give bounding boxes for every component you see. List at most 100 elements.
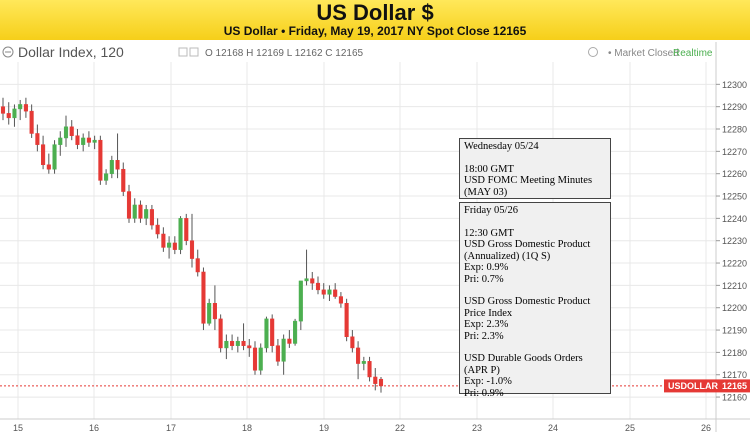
candle-up [293,320,298,344]
candle-down [378,378,384,387]
candle-up [304,278,309,282]
x-tick-label: 24 [548,423,558,432]
event-line: (APR P) [464,364,500,376]
price-tag-value: 12165 [722,381,747,391]
event-line: USD Gross Domestic Product [464,239,591,250]
y-tick-label: 12170 [722,370,747,380]
candle-up [92,139,97,143]
y-tick-label: 12280 [722,125,747,135]
candle-down [161,233,166,248]
event-line: (Annualized) (1Q S) [464,250,551,262]
event-line: USD Durable Goods Orders [464,353,583,364]
y-tick-label: 12230 [722,236,747,246]
event-line: 12:30 GMT [464,227,514,239]
candle-up [224,340,229,349]
banner: US Dollar $ US Dollar • Friday, May 19, … [0,0,750,41]
candle-up [298,280,303,322]
candle-down [333,289,338,297]
chart-background [0,40,750,432]
candle-down [184,218,189,241]
candle-down [86,137,91,143]
candle-down [155,224,160,235]
collapse-circle-icon[interactable] [2,46,14,58]
candle-down [69,126,74,136]
x-tick-label: 16 [89,423,99,432]
candle-down [172,242,177,250]
market-status: • Market Closed [608,48,679,59]
candle-down [350,336,355,349]
candle-up [235,340,240,346]
candle-down [149,209,154,226]
candle-down [321,289,326,295]
candle-up [327,289,332,295]
candle-up [109,160,114,174]
candle-down [247,345,252,349]
candle-down [310,278,315,284]
x-tick-label: 17 [166,423,176,432]
event-box-fomc: Wednesday 05/24 18:00 GMT USD FOMC Meeting… [459,138,611,199]
banner-subtitle: US Dollar • Friday, May 19, 2017 NY Spot… [223,24,527,38]
settings-icon[interactable] [178,47,188,57]
candle-up [167,242,172,248]
event-line: Pri: 2.3% [464,330,504,342]
event-line: Price Index [464,307,513,319]
candle-down [373,376,378,384]
candle-down [121,168,126,192]
event-line: Pri: 0.9% [464,387,504,399]
candle-down [0,106,6,114]
event-line: 18:00 GMT [464,163,514,175]
candle-down [46,164,51,170]
candlestick-chart[interactable]: 12160 12170 12180 12190 12200 12210 12220 12230… [0,40,750,432]
symbol-label: Dollar Index, 120 [18,44,124,60]
event-line: Exp: -1.0% [464,376,512,387]
y-tick-label: 12260 [722,169,747,179]
candle-down [241,340,246,346]
y-tick-label: 12250 [722,192,747,202]
price-tag: USDOLLAR 12165 [664,379,750,393]
candle-down [201,271,206,324]
candle-down [41,144,46,166]
chart-area[interactable]: 12160 12170 12180 12190 12200 12210 12220 12230… [0,40,750,432]
candles-group [0,97,384,393]
candle-down [75,135,80,145]
y-tick-label: 12290 [722,102,747,112]
x-tick-label: 15 [13,423,23,432]
candle-down [367,361,372,378]
candle-down [189,240,195,259]
candle-up [361,361,366,364]
y-axis: 12160 12170 12180 12190 12200 12210 12220 12230… [715,42,747,432]
candle-down [126,191,132,219]
x-axis: 15 16 17 18 19 22 23 24 25 26 [0,418,750,432]
event-spacer [464,285,606,296]
candle-down [212,302,217,320]
candle-up [52,144,57,170]
candle-down [98,139,103,181]
candle-down [35,133,40,145]
candle-up [63,126,69,139]
price-tag-box [664,379,750,393]
candle-down [270,318,275,346]
candle-down [230,340,235,346]
candle-up [258,347,263,371]
candle-down [315,282,321,291]
candle-down [29,110,34,134]
y-tick-label: 12180 [722,348,747,358]
y-tick-label: 12220 [722,259,747,269]
candle-up [58,137,63,145]
y-tick-label: 12240 [722,214,747,224]
x-tick-label: 26 [701,423,711,432]
candle-up [281,338,286,362]
event-line: USD Gross Domestic Product [464,296,591,307]
chart-settings-icons[interactable] [178,47,199,57]
candle-down [344,302,349,338]
x-tick-label: 19 [319,423,329,432]
format-icon[interactable] [189,47,199,57]
candle-down [218,318,223,349]
candle-up [264,318,269,349]
event-line: Pri: 0.7% [464,273,504,285]
event-line: Wednesday 05/24 [464,141,539,152]
candle-down [195,258,200,273]
y-tick-label: 12200 [722,303,747,313]
event-line: USD FOMC Meeting Minutes [464,175,593,186]
realtime-label: Realtime [673,48,713,59]
